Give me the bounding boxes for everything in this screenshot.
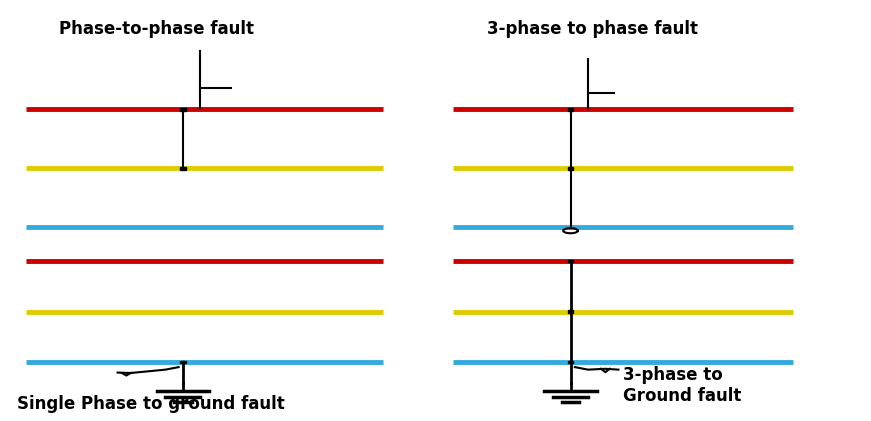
Bar [568,260,573,262]
Text: Single Phase to ground fault: Single Phase to ground fault [17,394,285,413]
Bar [180,361,186,363]
Bar [180,167,186,170]
Bar [180,108,186,111]
Text: Phase-to-phase fault: Phase-to-phase fault [59,21,254,38]
Bar [568,167,573,170]
Bar [568,108,573,111]
Text: 3-phase to
Ground fault: 3-phase to Ground fault [623,366,741,405]
Bar [568,310,573,313]
Text: 3-phase to phase fault: 3-phase to phase fault [487,21,698,38]
Bar [568,361,573,363]
